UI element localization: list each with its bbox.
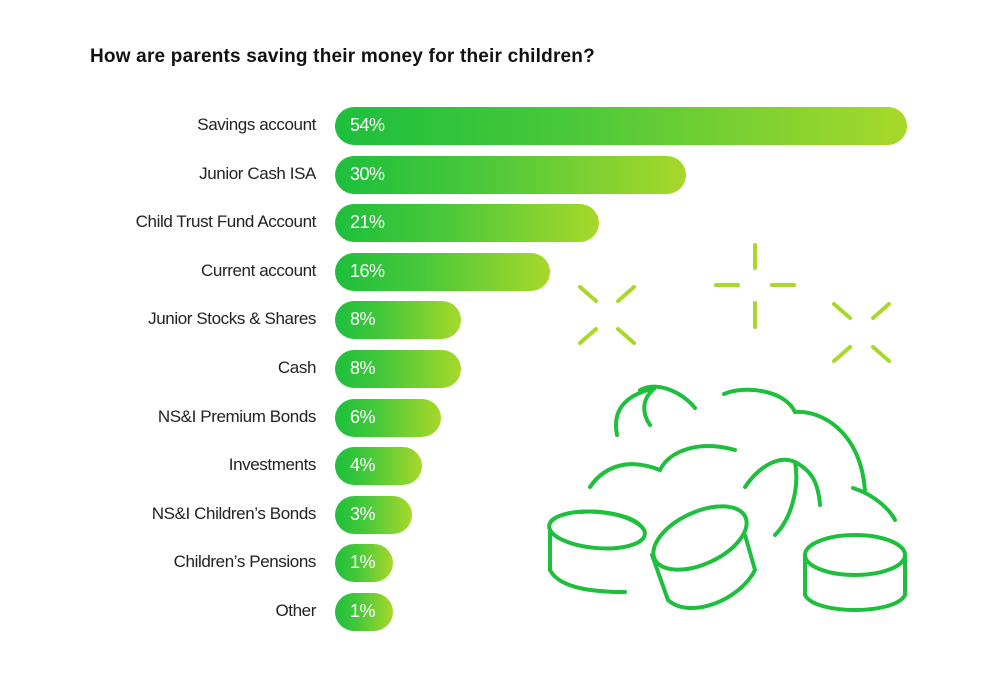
data-label: 6% [350, 406, 376, 427]
data-label: 54% [350, 115, 385, 135]
sparkle-icons [578, 243, 891, 363]
bar: 21% [335, 204, 599, 243]
category-label: Junior Stocks & Shares [148, 309, 316, 329]
bar: 16% [335, 252, 551, 291]
bar: 30% [335, 155, 686, 194]
data-label: 21% [350, 212, 385, 233]
bar: 1% [335, 593, 393, 631]
category-label: Savings account [197, 115, 316, 134]
data-label: 30% [350, 163, 385, 184]
category-label: NS&I Premium Bonds [157, 406, 317, 426]
bar: 8% [335, 301, 461, 340]
sparkle-icon [832, 302, 891, 363]
category-label: Other [275, 601, 316, 620]
bar: 4% [335, 447, 422, 486]
category-label: Cash [277, 358, 316, 377]
bar: 8% [335, 350, 461, 388]
category-label: Investments [228, 455, 317, 475]
category-label: Current account [201, 260, 316, 280]
category-label: Children’s Pensions [173, 552, 317, 572]
category-label: NS&I Children’s Bonds [151, 503, 317, 523]
data-label: 1% [350, 552, 376, 573]
bar: 6% [335, 398, 442, 437]
data-label: 16% [350, 260, 385, 281]
sparkle-icon [714, 243, 796, 329]
bar: 3% [335, 495, 413, 534]
data-label: 4% [350, 455, 376, 476]
bar: 54% [335, 107, 907, 145]
coin-pile-icon [548, 384, 907, 612]
category-label: Child Trust Fund Account [135, 212, 317, 232]
category-label: Junior Cash ISA [199, 163, 316, 183]
data-label: 3% [350, 503, 376, 524]
bar: 1% [335, 544, 393, 583]
data-label: 8% [350, 358, 376, 378]
chart-title: How are parents saving their money for t… [90, 46, 595, 67]
data-label: 8% [350, 309, 376, 330]
data-label: 1% [350, 601, 376, 621]
sparkle-icon [578, 285, 636, 345]
